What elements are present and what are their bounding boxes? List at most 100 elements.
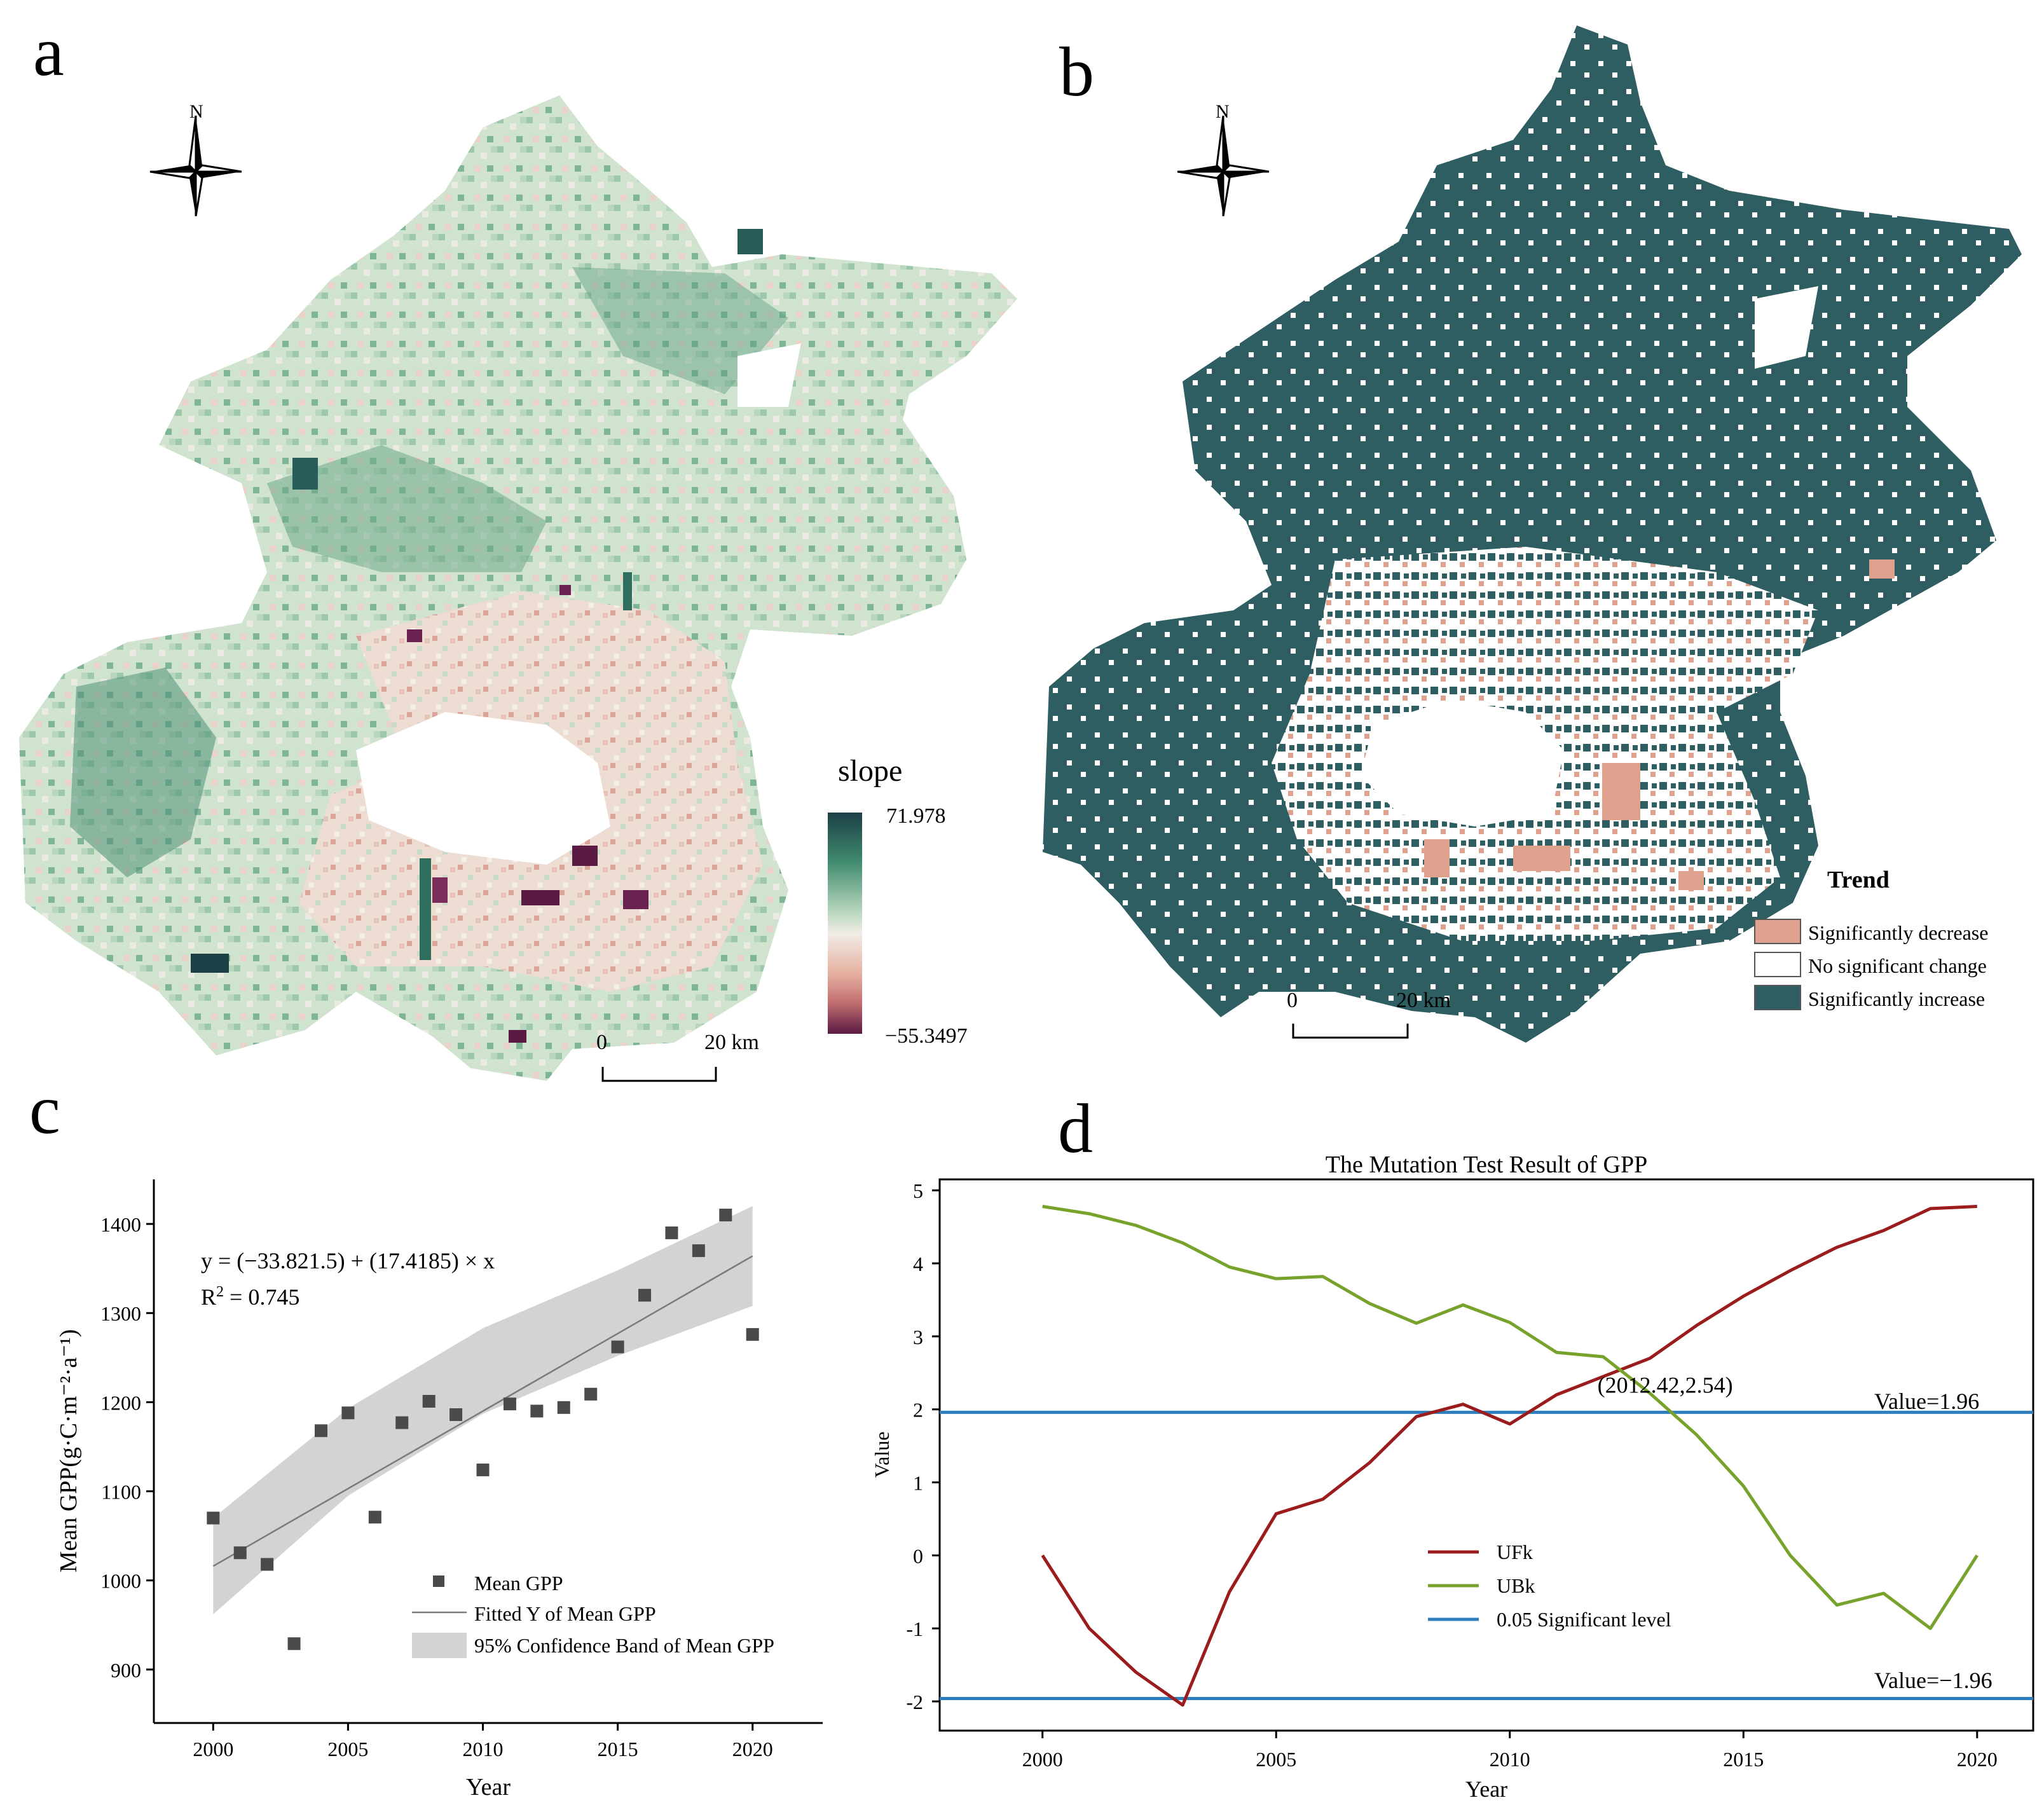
scale-a-end: 20 km	[704, 1031, 759, 1054]
scale-b-end: 20 km	[1396, 989, 1451, 1012]
slope-hotspot	[572, 846, 598, 866]
slope-map-urban-gap	[356, 712, 610, 865]
scale-bar-a: 0 20 km	[596, 1031, 759, 1082]
data-point	[557, 1401, 570, 1414]
legend-label-decrease: Significantly decrease	[1808, 921, 1988, 944]
north-label-b: N	[1216, 101, 1230, 122]
legend-swatch-increase	[1754, 985, 1801, 1010]
scale-bar-b: 0 20 km	[1287, 989, 1451, 1039]
y-tick-label: 4	[913, 1253, 923, 1275]
slope-hotspot	[623, 890, 648, 909]
chart-c-r2: R2 = 0.745	[201, 1284, 299, 1310]
data-point	[719, 1209, 732, 1222]
legend-label-nochange: No significant change	[1808, 954, 1987, 977]
data-point	[638, 1289, 652, 1302]
legend-swatch-nochange	[1754, 952, 1801, 977]
data-point	[476, 1463, 490, 1476]
legend-band: 95% Confidence Band of Mean GPP	[474, 1634, 774, 1657]
trend-decrease-patch	[1602, 763, 1640, 820]
data-point	[261, 1558, 274, 1571]
scale-b-start: 0	[1287, 989, 1298, 1012]
trend-map	[1043, 25, 2022, 1043]
data-point	[665, 1226, 678, 1240]
legend-mean-gpp: Mean GPP	[474, 1572, 563, 1595]
chart-d-frame	[938, 1178, 2034, 1732]
data-point	[449, 1408, 463, 1422]
slope-hotspot	[420, 858, 431, 960]
trend-decrease-patch	[1869, 559, 1895, 579]
x-tick-label: 2010	[463, 1738, 504, 1761]
panel-d: d The Mutation Test Result of GPP -2 -1 0 1…	[870, 1090, 2034, 1802]
legend-ufk: UFk	[1497, 1541, 1533, 1563]
chart-c-ylabel: Mean GPP(g·C·m⁻²·a⁻¹)	[55, 1329, 82, 1573]
panel-b: b N Trend Significantly decrease	[1043, 25, 2022, 1043]
chart-c-xlabel: Year	[466, 1774, 511, 1801]
chart-d-lines	[1041, 1204, 1979, 1707]
trend-map-urban-gap	[1361, 699, 1564, 827]
r2-value: = 0.745	[224, 1284, 299, 1310]
panel-a: a N	[19, 13, 1017, 1082]
y-tick-label: 1300	[100, 1302, 141, 1325]
panel-c-label: c	[29, 1071, 60, 1148]
y-tick-label: 3	[913, 1326, 923, 1349]
slope-map-region	[19, 95, 1017, 1081]
data-point	[692, 1244, 705, 1258]
slope-legend-min: −55.3497	[885, 1024, 968, 1048]
data-point	[422, 1395, 436, 1408]
x-tick-label: 2000	[1022, 1748, 1063, 1771]
x-tick-label: 2015	[1723, 1748, 1764, 1771]
x-tick-label: 2005	[1256, 1748, 1296, 1771]
north-label-a: N	[189, 101, 203, 122]
chart-c-equation: y = (−33.821.5) + (17.4185) × x	[201, 1248, 495, 1273]
chart-d-legend: UFk UBk 0.05 Significant level	[1428, 1541, 1671, 1631]
slope-map-high-zone	[572, 267, 788, 394]
y-tick-label: 1100	[101, 1481, 141, 1504]
data-point	[207, 1511, 220, 1525]
legend-band-marker	[412, 1633, 467, 1658]
chart-d-annotation: (2012.42,2.54)	[1598, 1373, 1733, 1398]
trend-map-gap	[1755, 286, 1818, 369]
y-tick-label: 1200	[100, 1391, 141, 1414]
data-point	[530, 1404, 544, 1418]
legend-mean-gpp-marker	[433, 1575, 444, 1587]
x-tick-label: 2005	[327, 1738, 368, 1761]
north-arrow-icon	[1177, 115, 1270, 217]
north-arrow-icon	[149, 115, 242, 217]
y-tick-label: 1000	[100, 1570, 141, 1593]
slope-hotspot	[432, 877, 448, 903]
chart-d-xlabel: Year	[1465, 1776, 1507, 1802]
chart-c-legend: Mean GPP Fitted Y of Mean GPP 95% Confid…	[412, 1572, 774, 1658]
slope-hotspot	[292, 458, 318, 490]
data-point	[341, 1406, 355, 1420]
data-point	[368, 1511, 381, 1524]
x-tick-label: 2010	[1490, 1748, 1530, 1771]
legend-fit: Fitted Y of Mean GPP	[474, 1602, 656, 1625]
slope-map-high-zone	[267, 445, 547, 572]
trend-decrease-patch	[1678, 871, 1704, 890]
slope-legend-title: slope	[838, 754, 902, 788]
legend-swatch-decrease	[1754, 919, 1801, 944]
chart-c-points	[207, 1209, 759, 1651]
trend-decrease-patch	[1424, 839, 1450, 877]
y-tick-label: 1400	[100, 1213, 141, 1236]
panel-c: c 900 1000 1100 1200 1300 1400 2000 2005 2010 201…	[29, 1071, 823, 1801]
slope-map-high-zone	[70, 668, 216, 877]
trend-legend-title: Trend	[1827, 867, 1890, 893]
chart-d-hlines	[940, 1410, 2033, 1700]
fitted-line	[212, 1255, 753, 1567]
chart-d-hline-lower-label: Value=−1.96	[1874, 1668, 1993, 1693]
y-tick-label: 1	[913, 1472, 923, 1495]
slope-hotspot	[737, 229, 763, 254]
slope-hotspot	[521, 890, 559, 905]
slope-legend-max: 71.978	[886, 804, 946, 828]
x-tick-label: 2020	[732, 1738, 773, 1761]
x-tick-label: 2015	[598, 1738, 638, 1761]
y-tick-label: 0	[913, 1544, 923, 1567]
chart-d-hline-upper-label: Value=1.96	[1874, 1389, 1979, 1414]
scale-a-start: 0	[596, 1031, 607, 1054]
legend-label-increase: Significantly increase	[1808, 987, 1985, 1010]
panel-b-label: b	[1059, 33, 1094, 111]
data-point	[233, 1546, 247, 1560]
trend-legend: Significantly decrease No significant ch…	[1754, 919, 1988, 1010]
